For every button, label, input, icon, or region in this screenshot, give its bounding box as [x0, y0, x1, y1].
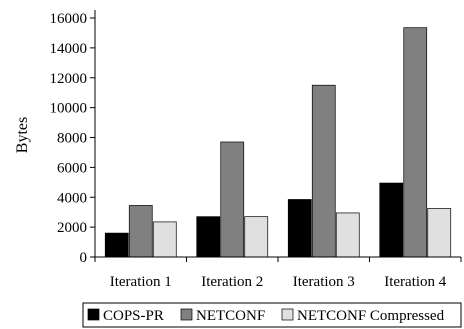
- y-tick-label: 14000: [50, 41, 88, 57]
- legend-label: NETCONF: [196, 308, 265, 324]
- bar-netconf-compressed-4: [427, 208, 452, 258]
- bar-cops-pr-2: [196, 216, 221, 258]
- legend-swatch: [281, 308, 294, 321]
- y-tick-label: 0: [80, 250, 88, 266]
- y-axis-title: Bytes: [14, 117, 31, 153]
- y-tick-label: 16000: [50, 11, 88, 27]
- bars: [104, 27, 452, 258]
- y-tick-label: 2000: [57, 220, 87, 236]
- bar-cops-pr-4: [379, 182, 404, 258]
- y-tick-label: 8000: [57, 131, 87, 147]
- legend-swatch: [87, 308, 100, 321]
- x-tick-label: Iteration 1: [110, 274, 172, 290]
- legend-box: [82, 302, 462, 328]
- bar-cops-pr-3: [287, 199, 312, 258]
- bar-netconf-compressed-1: [152, 221, 177, 258]
- y-tick-label: 10000: [50, 101, 88, 117]
- bar-netconf-compressed-3: [335, 212, 360, 258]
- x-tick-label: Iteration 2: [201, 274, 263, 290]
- y-tick-label: 6000: [57, 160, 87, 176]
- y-tick-label: 4000: [57, 190, 87, 206]
- y-tick-label: 12000: [50, 71, 88, 87]
- legend-swatch: [180, 308, 193, 321]
- bar-netconf-3: [311, 84, 336, 258]
- legend-label: NETCONF Compressed: [297, 308, 445, 324]
- bar-netconf-compressed-2: [244, 216, 269, 258]
- legend-label: COPS-PR: [103, 308, 164, 324]
- bar-netconf-1: [128, 205, 153, 258]
- x-tick-label: Iteration 3: [293, 274, 355, 290]
- y-axis: 0 2000 4000 6000 8000 10000 12000 14000 16000: [50, 11, 95, 266]
- x-axis: Iteration 1 Iteration 2 Iteration 3 Iterati…: [94, 257, 462, 290]
- bar-netconf-2: [220, 141, 245, 258]
- legend: COPS-PR NETCONF NETCONF Compressed: [82, 302, 462, 328]
- x-tick-label: Iteration 4: [384, 274, 447, 290]
- bar-cops-pr-1: [104, 232, 129, 258]
- bar-netconf-4: [403, 27, 428, 258]
